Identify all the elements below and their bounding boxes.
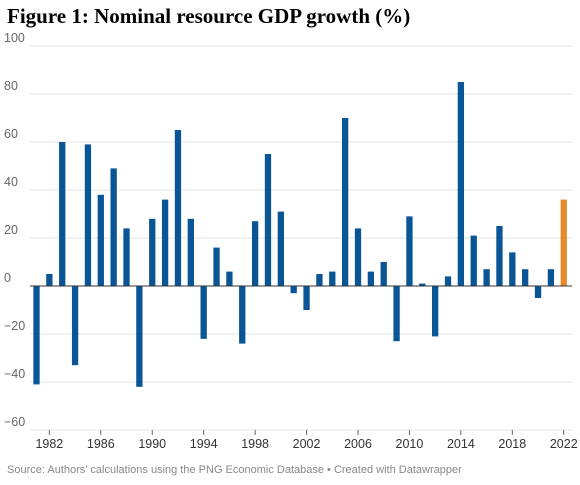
source-note: Source: Authors' calculations using the …	[7, 464, 462, 476]
bar-1989	[136, 286, 143, 387]
bar-2016	[483, 269, 490, 286]
y-tick-label: 60	[4, 127, 18, 141]
x-tick-label: 1990	[138, 437, 166, 451]
bar-1988	[123, 228, 130, 286]
x-tick-label: 2018	[498, 437, 526, 451]
bar-1987	[110, 168, 117, 286]
bar-1986	[97, 194, 104, 286]
x-tick-label: 1998	[241, 437, 269, 451]
bar-2013	[444, 276, 452, 286]
x-tick-label: 1982	[35, 437, 63, 451]
y-tick-label: −60	[4, 415, 25, 429]
x-tick-label: 2002	[293, 437, 321, 451]
gridlines	[30, 45, 572, 431]
bar-2000	[277, 211, 284, 286]
bar-2003	[316, 274, 323, 286]
y-tick-label: −40	[4, 367, 25, 381]
bar-1993	[187, 218, 194, 286]
bar-1994	[200, 286, 207, 339]
bar-2018	[509, 252, 516, 286]
bar-2017	[496, 226, 503, 286]
bar-1984	[71, 286, 79, 366]
bar-2002	[303, 286, 310, 310]
bar-2011	[419, 283, 426, 286]
bar-2007	[367, 271, 375, 286]
x-tick-label: 1986	[87, 437, 115, 451]
y-tick-label: 0	[4, 271, 11, 285]
bar-1982	[46, 274, 53, 286]
y-tick-label: 40	[4, 175, 18, 189]
x-tick-label: 1994	[190, 437, 218, 451]
bar-1990	[149, 218, 156, 286]
y-axis-ticks: 100 80 60 40 20 0 −20 −40 −60	[4, 31, 25, 429]
bar-1998	[251, 221, 259, 286]
bar-2015	[470, 235, 477, 286]
bar-1981	[33, 286, 40, 385]
x-tick-label: 2022	[550, 437, 578, 451]
bar-1983	[59, 142, 66, 286]
bar-2005	[341, 118, 349, 286]
bar-2012	[432, 286, 439, 337]
bar-2019	[522, 269, 529, 286]
y-tick-label: 100	[4, 31, 25, 45]
bar-2009	[393, 286, 400, 342]
x-tick-label: 2014	[447, 437, 475, 451]
y-tick-label: −20	[4, 319, 25, 333]
bar-1985	[84, 144, 92, 286]
bar-2021	[547, 269, 555, 286]
bar-2014	[457, 82, 465, 286]
x-tick-label: 2006	[344, 437, 372, 451]
bar-1997	[239, 286, 246, 344]
chart-title: Figure 1: Nominal resource GDP growth (%…	[7, 4, 411, 28]
bar-1995	[213, 247, 220, 286]
bar-1999	[264, 154, 272, 286]
bar-2001	[290, 286, 297, 294]
y-tick-label: 80	[4, 79, 18, 93]
bar-2020	[534, 286, 542, 298]
x-tick-label: 2010	[396, 437, 424, 451]
bar-2004	[329, 271, 336, 286]
bar-2006	[354, 228, 362, 286]
bar-2008	[380, 262, 387, 286]
bar-1996	[226, 271, 233, 286]
bar-2010	[406, 216, 413, 286]
bar-1992	[174, 130, 182, 286]
bars	[33, 82, 567, 387]
x-axis-ticks: 1982 1986 1990 1994 1998 2002 2006 2010 2014 2018…	[35, 430, 578, 451]
y-tick-label: 20	[4, 223, 18, 237]
bar-2022	[560, 199, 567, 286]
bar-1991	[161, 199, 169, 286]
